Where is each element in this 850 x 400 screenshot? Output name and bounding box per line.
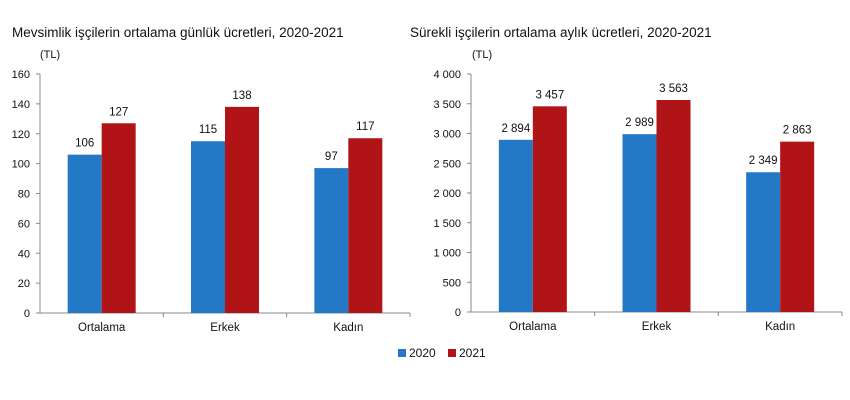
y-axis-unit: (TL) [472,49,492,61]
data-label: 127 [109,106,128,118]
bar-2020-kadın [314,168,349,313]
bar-2020-ortalama [67,154,102,313]
x-tick-label: Erkek [210,322,240,334]
x-tick-label: Kadın [765,321,795,333]
legend-swatch-2020 [398,349,406,357]
y-tick-label: 3 000 [433,129,461,141]
bar-2020-erkek [622,134,657,312]
chart-title: Sürekli işçilerin ortalama aylık ücretle… [410,25,712,40]
y-tick-label: 2 000 [433,188,461,200]
y-axis-unit: (TL) [40,49,60,61]
y-tick-label: 100 [12,159,30,171]
y-tick-label: 2 500 [433,158,461,170]
y-tick-label: 0 [24,308,30,320]
bar-2021-kadın [780,141,815,312]
y-tick-label: 140 [12,99,30,111]
data-label: 2 989 [625,117,654,129]
bar-2021-erkek [656,100,691,313]
data-label: 106 [75,138,94,150]
data-label: 2 894 [501,123,530,135]
y-tick-label: 160 [12,69,30,81]
y-tick-label: 3 500 [433,99,461,111]
data-label: 138 [232,90,251,102]
bar-2020-erkek [191,141,225,313]
legend-label-2021: 2021 [459,346,486,360]
data-label: 115 [199,124,217,136]
x-tick-label: Ortalama [78,322,126,334]
data-label: 117 [356,121,374,133]
bar-2020-ortalama [498,139,533,312]
y-tick-label: 0 [455,307,461,319]
legend-label-2020: 2020 [409,346,436,360]
y-tick-label: 500 [443,277,461,289]
y-tick-label: 4 000 [433,69,461,81]
y-tick-label: 40 [18,248,30,260]
data-label: 97 [325,151,338,163]
bar-2020-kadın [746,172,781,312]
y-tick-label: 20 [18,278,30,290]
y-tick-label: 80 [18,189,30,201]
data-label: 3 457 [535,89,564,101]
bar-2021-ortalama [532,106,567,312]
bar-2021-erkek [225,106,259,313]
x-tick-label: Erkek [642,321,672,333]
x-tick-label: Ortalama [509,321,557,333]
chart-title: Mevsimlik işçilerin ortalama günlük ücre… [12,25,344,40]
y-tick-label: 1 000 [433,248,461,260]
bar-2021-kadın [348,138,383,313]
legend-swatch-2021 [448,349,456,357]
x-tick-label: Kadın [333,322,363,334]
y-tick-label: 60 [18,218,30,230]
y-tick-label: 1 500 [433,218,461,230]
data-label: 3 563 [659,83,688,95]
data-label: 2 863 [783,125,812,137]
y-tick-label: 120 [12,129,30,141]
bar-2021-ortalama [101,123,136,313]
data-label: 2 349 [749,155,778,167]
